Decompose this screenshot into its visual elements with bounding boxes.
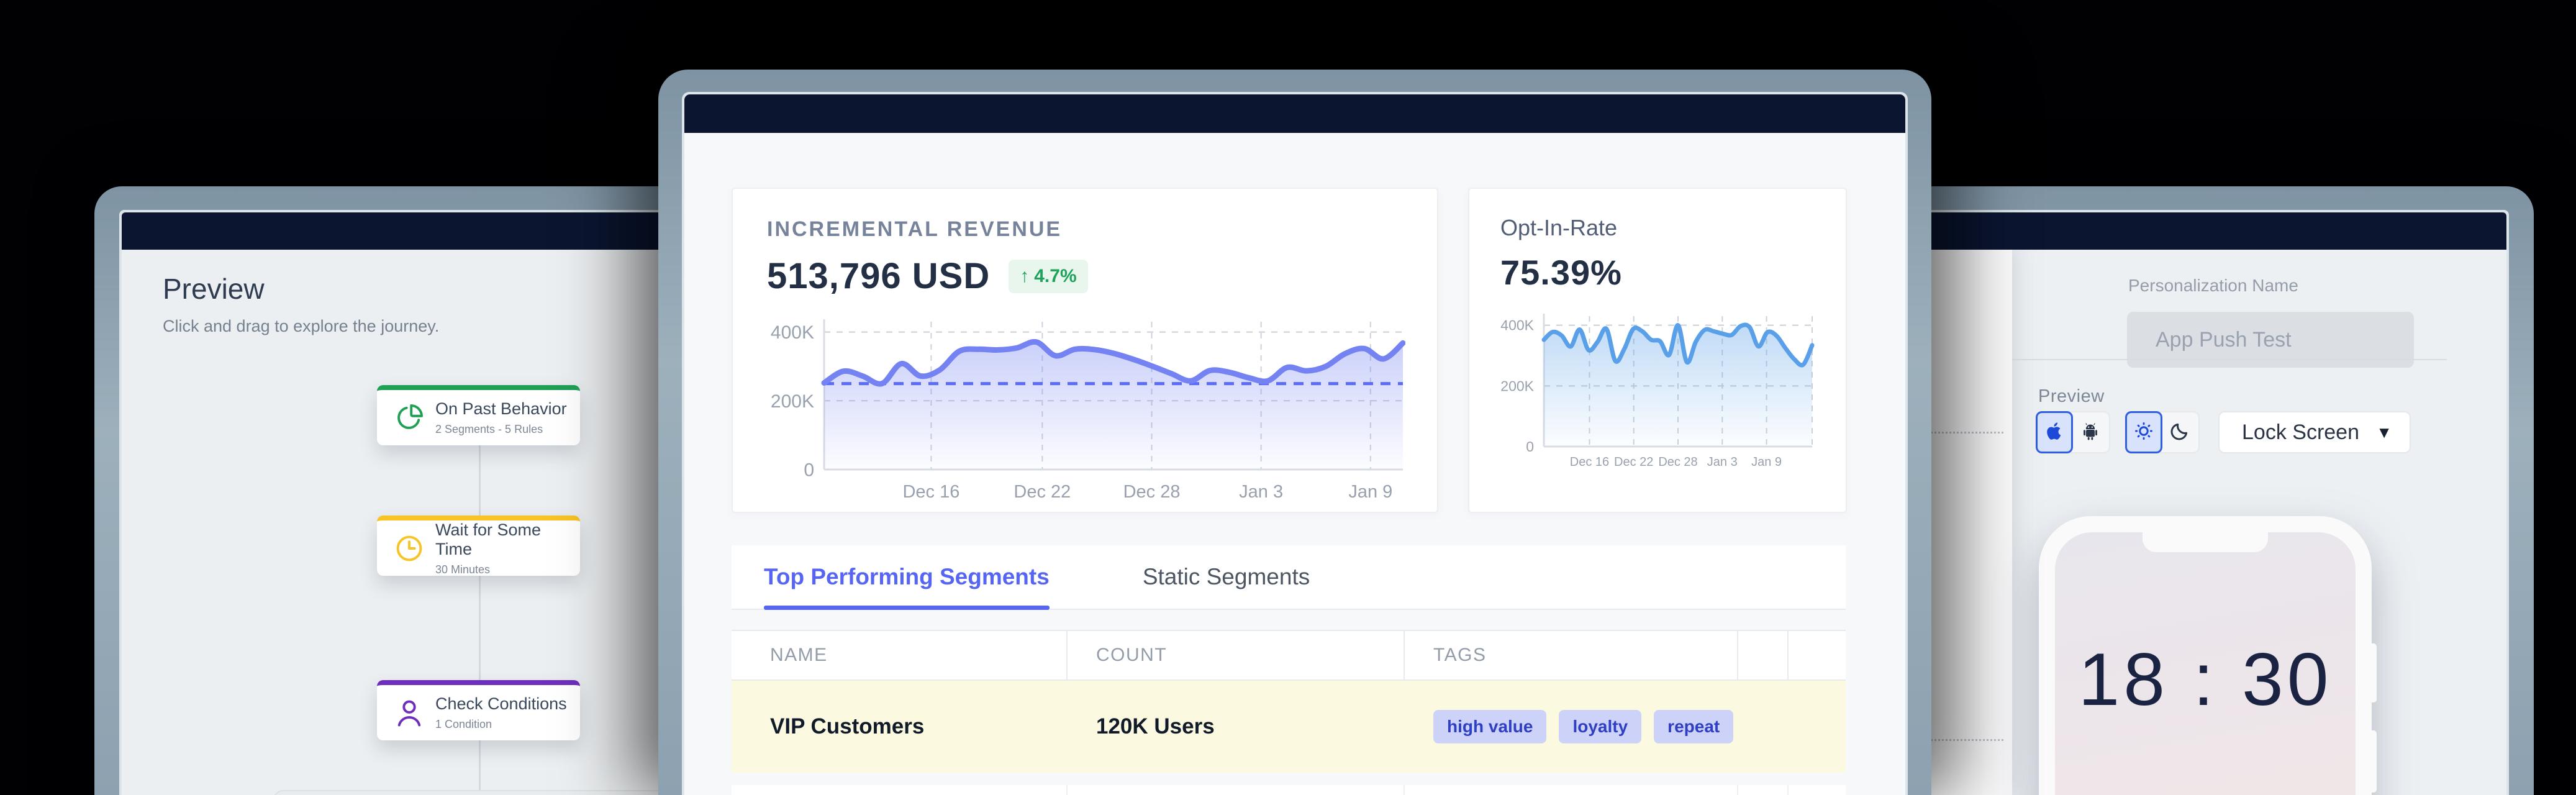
segment-name: VIP Customers	[770, 714, 925, 738]
svg-text:400K: 400K	[771, 322, 814, 343]
screen-type-dropdown[interactable]: Lock Screen ▼	[2218, 411, 2411, 453]
journey-card-subtitle: 30 Minutes	[435, 563, 491, 576]
kpi-title: INCREMENTAL REVENUE	[767, 217, 1063, 241]
person-icon	[393, 697, 425, 729]
kpi-value: 75.39%	[1500, 253, 1622, 292]
svg-text:Jan 9: Jan 9	[1348, 482, 1392, 502]
tag-badge[interactable]: loyalty	[1559, 710, 1642, 743]
incremental-revenue-card: INCREMENTAL REVENUE 513,796 USD ↑ 4.7% 4…	[732, 188, 1438, 513]
analytics-window: INCREMENTAL REVENUE 513,796 USD ↑ 4.7% 4…	[658, 70, 1931, 795]
form-divider	[1920, 432, 2003, 434]
browser-title-bar	[122, 212, 720, 250]
table-row[interactable]: VIP Customers 120K Users high value loya…	[732, 681, 1846, 773]
journey-connector-line	[479, 436, 481, 795]
android-toggle-button[interactable]	[2072, 411, 2109, 453]
svg-text:400K: 400K	[1500, 317, 1534, 334]
journey-card-subtitle: 1 Condition	[435, 718, 492, 730]
dashboard-body: INCREMENTAL REVENUE 513,796 USD ↑ 4.7% 4…	[684, 133, 1905, 795]
svg-text:Dec 28: Dec 28	[1658, 455, 1697, 469]
svg-text:Dec 16: Dec 16	[902, 482, 959, 502]
svg-text:0: 0	[1526, 438, 1534, 455]
push-preview-body: Personalization Name Preview	[1910, 250, 2506, 795]
personalization-name-input[interactable]	[2127, 312, 2414, 368]
tab-static-segments[interactable]: Static Segments	[1142, 564, 1310, 589]
revenue-area-chart[interactable]: 400K 200K 0 Dec 16 Dec 22 Dec 28 Jan 3 Jan 9	[767, 314, 1405, 502]
column-header-spacer	[1789, 631, 1846, 679]
kpi-title: Opt-In-Rate	[1500, 215, 1618, 240]
svg-text:Dec 22: Dec 22	[1614, 455, 1653, 469]
phone-notch	[2143, 532, 2268, 552]
svg-text:Jan 3: Jan 3	[1707, 455, 1738, 469]
apple-toggle-button[interactable]	[2036, 411, 2073, 453]
svg-text:Dec 16: Dec 16	[1570, 455, 1609, 469]
journey-card-segment[interactable]: On Past Behavior 2 Segments - 5 Rules	[377, 385, 580, 445]
moon-icon-button[interactable]	[2161, 411, 2198, 453]
svg-text:0: 0	[804, 460, 814, 481]
phone-side-button	[2371, 730, 2377, 793]
svg-text:200K: 200K	[771, 391, 814, 412]
theme-toggle	[2125, 411, 2200, 453]
dropdown-selected-value: Lock Screen	[2242, 420, 2359, 444]
browser-title-bar	[1910, 212, 2506, 250]
clock-icon	[393, 532, 425, 565]
journey-card-title: On Past Behavior	[435, 399, 567, 418]
segments-table: NAME COUNT TAGS VIP Customers 120K Users…	[732, 630, 1846, 795]
svg-text:Jan 9: Jan 9	[1751, 455, 1782, 469]
segment-count: 120K Users	[1096, 714, 1215, 738]
push-preview-window: Personalization Name Preview	[1910, 186, 2534, 795]
journey-window: Preview Click and drag to explore the jo…	[94, 186, 720, 795]
form-divider	[1920, 739, 2003, 741]
section-divider	[2012, 359, 2447, 360]
platform-toggle	[2036, 411, 2110, 453]
tag-badge[interactable]: high value	[1433, 710, 1547, 743]
sun-icon	[2133, 420, 2154, 445]
preview-label: Preview	[2038, 386, 2105, 406]
phone-lock-screen: 18 : 30	[2055, 532, 2356, 795]
delta-value: 4.7%	[1034, 265, 1077, 286]
segments-tabs: Top Performing Segments Static Segments	[732, 545, 1846, 610]
lock-screen-time: 18 : 30	[2078, 638, 2333, 721]
column-header-tags[interactable]: TAGS	[1405, 631, 1738, 679]
svg-text:200K: 200K	[1500, 378, 1534, 394]
next-table-row-partial	[732, 785, 1846, 795]
delta-badge: ↑ 4.7%	[1009, 259, 1088, 293]
active-tab-underline	[764, 606, 1050, 610]
android-icon	[2080, 420, 2101, 445]
light-mode-button[interactable]	[2125, 411, 2162, 453]
column-header-spacer	[1738, 631, 1789, 679]
personalization-name-label: Personalization Name	[2128, 276, 2298, 295]
pie-chart-icon	[393, 402, 425, 434]
page-subtitle: Click and drag to explore the journey.	[163, 317, 440, 335]
column-header-name[interactable]: NAME	[732, 631, 1068, 679]
browser-title-bar	[684, 94, 1905, 133]
svg-text:Dec 28: Dec 28	[1123, 482, 1181, 502]
table-header: NAME COUNT TAGS	[732, 630, 1846, 681]
tab-top-performing-segments[interactable]: Top Performing Segments	[764, 545, 1050, 610]
page-title: Preview	[163, 273, 265, 305]
tag-badge[interactable]: repeat	[1654, 710, 1734, 743]
up-arrow-icon: ↑	[1020, 265, 1030, 286]
phone-side-button	[2371, 643, 2377, 702]
canvas-toolbar[interactable]	[273, 790, 683, 795]
kpi-value: 513,796 USD	[767, 256, 991, 296]
svg-text:Jan 3: Jan 3	[1239, 482, 1283, 502]
optin-area-chart[interactable]: 400K 200K 0 Dec 16 Dec 22 Dec 28 Jan 3 Jan 9	[1500, 310, 1815, 485]
journey-card-wait[interactable]: Wait for Some Time 30 Minutes	[377, 516, 580, 576]
phone-mockup: 18 : 30	[2039, 516, 2377, 795]
caret-down-icon: ▼	[2376, 422, 2392, 442]
journey-canvas[interactable]: Preview Click and drag to explore the jo…	[122, 250, 720, 795]
svg-text:Dec 22: Dec 22	[1014, 482, 1071, 502]
journey-card-conditions[interactable]: Check Conditions 1 Condition	[377, 680, 580, 740]
journey-card-title: Check Conditions	[435, 694, 567, 713]
apple-icon	[2044, 420, 2065, 445]
journey-card-title: Wait for Some Time	[435, 520, 542, 558]
column-header-count[interactable]: COUNT	[1068, 631, 1405, 679]
moon-icon	[2169, 420, 2190, 445]
journey-card-subtitle: 2 Segments - 5 Rules	[435, 423, 543, 435]
opt-in-rate-card: Opt-In-Rate 75.39% 400K 200K 0 Dec 16 Dec 22…	[1468, 188, 1847, 513]
